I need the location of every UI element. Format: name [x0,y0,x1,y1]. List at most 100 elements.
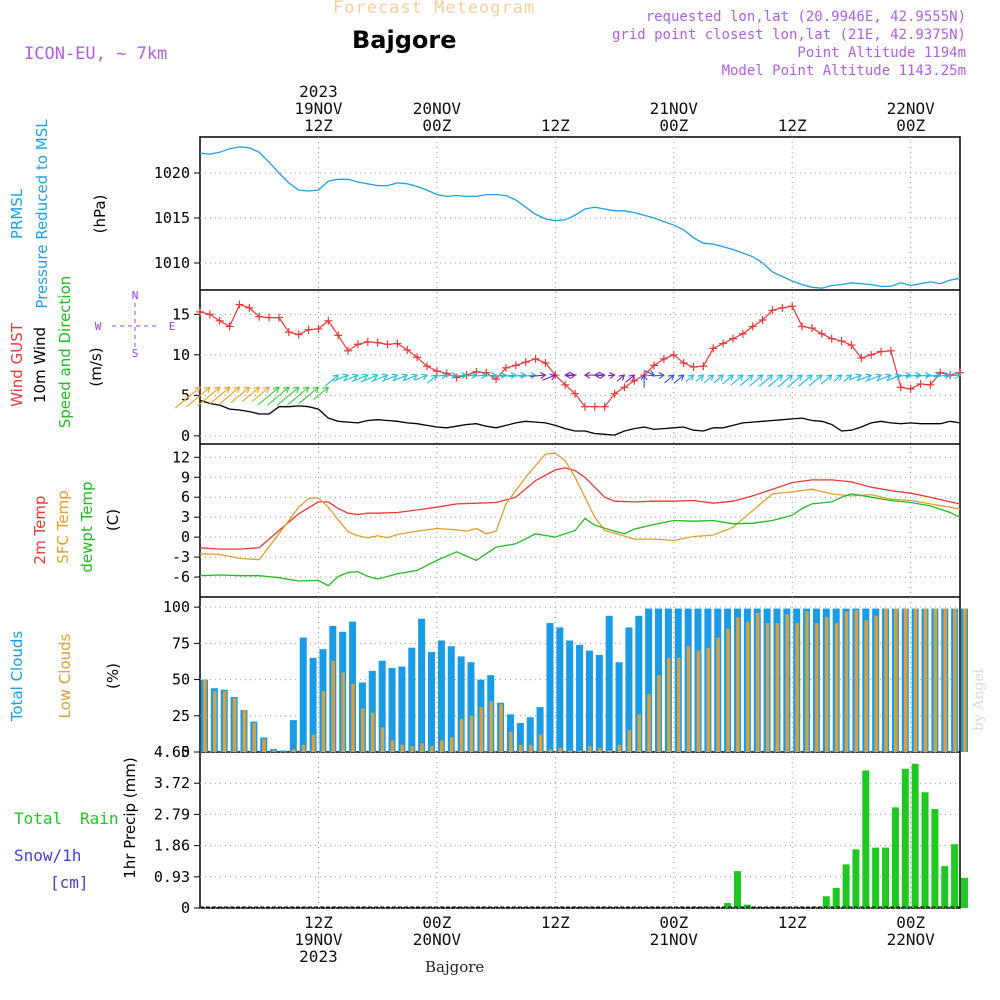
low-cloud-bar [351,683,355,752]
wind-vector [484,372,498,379]
sfc-temp-line [199,452,961,561]
gust-point [580,402,589,411]
gust-point [511,361,520,370]
low-cloud-bar [647,694,651,752]
gust-point [837,337,846,346]
y-tick-label: 1010 [154,254,190,272]
wind-vector [644,369,655,377]
low-cloud-bar [943,608,947,752]
y-tick-label: 0.93 [154,868,190,886]
total-cloud-bar [615,662,623,752]
y-tick-label: 12 [172,448,190,466]
gust-point [630,376,639,385]
wind-vector [276,386,300,406]
gust-point [659,354,668,363]
rain-bar [842,864,850,908]
wind-vector [695,374,705,382]
low-cloud-bar [844,611,849,752]
bottom-time-label: 00Z [659,913,688,932]
wind-vector [542,373,557,381]
wind-vector [808,374,823,387]
sfc-temp-label: SFC Temp [54,490,72,563]
rain-bar [832,887,840,908]
wind-vector [597,372,606,379]
gust-point [719,339,728,348]
model-point-altitude: Model Point Altitude 1143.25m [721,63,966,79]
low-cloud-bar [370,712,375,752]
y-tick-label: 1.86 [154,837,190,855]
low-cloud-bar [676,657,681,752]
low-cloud-bar [331,660,335,752]
gust-point [373,338,382,347]
low-cloud-bar [222,691,227,752]
wind-vector [749,374,764,387]
wind-vector [313,386,330,401]
y-tick-label: 0 [181,427,190,445]
low-cloud-bar [834,623,839,752]
compass-s: S [132,347,139,360]
wind-vector [583,371,595,379]
rain-bar [891,807,899,908]
rain-bar [961,877,969,908]
gust-point [916,380,925,389]
gust-point [817,329,826,338]
gust-point [531,354,540,363]
wind-speed-dir-label: Speed and Direction [56,276,74,429]
bottom-time-label: 19NOV [294,930,343,949]
bottom-time-label: 2023 [299,947,338,966]
top-time-label: 12Z [778,116,807,135]
low-cloud-bar [795,623,799,752]
dewpt-line [199,493,961,587]
low-cloud-bar [252,723,257,752]
wind-vector [492,372,508,379]
precip-unit: 1hr Precip (mm) [121,757,139,878]
gust-point [590,402,599,411]
y-tick-label: 6 [181,488,190,506]
gust-point [196,307,204,316]
gust-point [423,362,432,371]
temp-unit: (C) [104,509,122,531]
low-cloud-bar [291,749,296,752]
gust-point [857,354,866,363]
low-cloud-bar [736,617,740,752]
wind-vector [257,386,280,406]
wind-vector [174,386,201,409]
y-tick-label: 3 [181,508,190,526]
gust-point [294,330,303,339]
low-cloud-bar [430,746,434,752]
low-cloud-bar [657,675,661,752]
y-tick-label: 75 [172,634,190,652]
wind-vector [607,372,616,379]
gust-point [265,313,274,322]
low-cloud-bar [874,615,878,752]
gust-point [314,324,323,333]
y-tick-label: 5 [181,386,190,404]
y-tick-label: 10 [172,346,190,364]
low-cloud-bar [459,718,464,752]
wind-vector [685,374,695,383]
bottom-time-label: 12Z [778,913,807,932]
clouds-unit: (%) [104,663,122,689]
wind-vector [673,374,685,384]
gust-point [610,389,619,398]
y-tick-label: 3.72 [154,774,190,792]
y-tick-label: 1015 [154,209,190,227]
wind-vector [565,372,577,379]
gust-point [679,358,688,367]
wind-vector [197,386,221,407]
y-tick-label: -6 [172,568,190,586]
gust-point [393,339,402,348]
wind-vector [500,372,517,379]
top-time-label: 21NOV [650,99,699,118]
y-tick-label: 25 [172,707,190,725]
compass-e: E [169,320,176,333]
precip-rain-label: Rain [80,809,119,828]
low-cloud-bar [469,715,474,752]
total-cloud-bar [546,623,554,752]
low-cloud-bar [420,743,424,752]
low-cloud-bar [765,623,770,752]
point-altitude: Point Altitude 1194m [797,45,966,61]
wind-vector [219,386,241,404]
wind-vector [443,372,458,379]
